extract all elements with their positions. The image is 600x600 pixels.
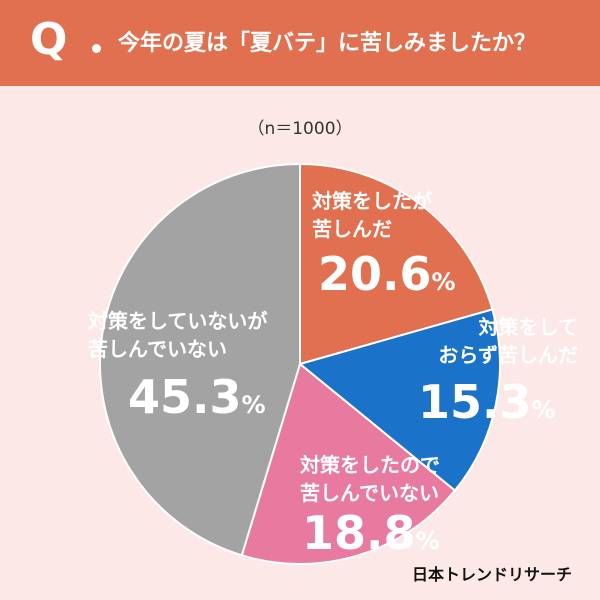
brand-logo: 日本トレンドリサーチ xyxy=(411,565,572,584)
slice-label-2: 対策をしておらず苦しんだ xyxy=(438,315,578,367)
pie-slice-2 xyxy=(297,308,501,492)
question-text: 今年の夏は「夏バテ」に苦しみましたか？ xyxy=(118,31,537,56)
slice-label-4: 対策をしていないが苦しんでいない xyxy=(87,309,267,361)
slice-value-1: 20.6% xyxy=(318,247,456,301)
slice-label-1: 対策をしたが苦しんだ xyxy=(311,189,432,241)
slice-value-2: 15.3% xyxy=(418,375,556,429)
pie-slice-1 xyxy=(299,162,494,366)
pie-slice-3 xyxy=(240,362,457,565)
question-header: Q 今年の夏は「夏バテ」に苦しみましたか？ xyxy=(0,0,600,86)
slice-value-3: 18.8% xyxy=(302,506,440,560)
q-dot-icon xyxy=(92,44,101,53)
pie-slice-4 xyxy=(99,162,301,557)
sample-size: （n＝1000） xyxy=(247,119,353,139)
slice-value-4: 45.3% xyxy=(128,370,266,424)
q-mark: Q xyxy=(30,14,68,65)
slice-label-3: 対策をしたので苦しんでいない xyxy=(299,453,440,505)
